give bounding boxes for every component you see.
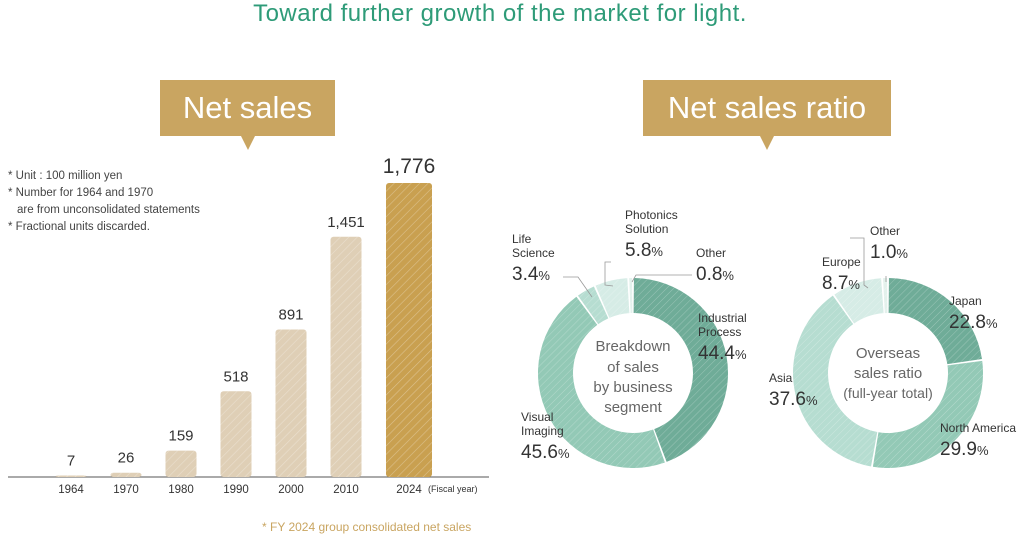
donut-slice-hatch (633, 278, 728, 462)
bar-hatch (165, 450, 197, 477)
bar-hatch (330, 236, 362, 477)
bar-value-label: 891 (278, 307, 303, 324)
business-segment-donut (538, 278, 728, 468)
note-line: * Fractional units discarded. (8, 221, 150, 233)
slice-label: Process (698, 325, 741, 339)
bar-value-label: 1,776 (383, 155, 436, 178)
slice-percent: 0.8% (696, 264, 734, 285)
slice-percent: 8.7% (822, 273, 860, 294)
donut-slice-hatch (538, 296, 665, 468)
unit-notes: * Unit : 100 million yen * Number for 19… (8, 168, 200, 236)
note-line: are from unconsolidated statements (17, 204, 200, 216)
footnote: * FY 2024 group consolidated net sales (262, 520, 472, 534)
center-line: Overseas (856, 345, 920, 362)
bar-value-label: 518 (223, 368, 248, 385)
slice-percent: 37.6% (769, 389, 818, 410)
slice-percent: 1.0% (870, 242, 908, 263)
note-line: * Unit : 100 million yen (8, 170, 123, 182)
bar-hatch (220, 391, 252, 477)
slice-label: Science (512, 246, 555, 260)
year-tick-label: 1990 (223, 484, 249, 496)
slice-label: Life (512, 232, 532, 246)
slice-label: North America (940, 421, 1016, 435)
center-line: of sales (607, 359, 659, 376)
center-line: segment (604, 399, 662, 416)
center-line: (full-year total) (843, 385, 932, 401)
fiscal-year-label: (Fiscal year) (428, 484, 478, 494)
donut-slice-hatch (793, 295, 878, 467)
slice-label: Solution (625, 222, 668, 236)
slice-label: Imaging (521, 424, 564, 438)
center-line: by business (593, 379, 672, 396)
slice-percent: 5.8% (625, 240, 663, 261)
slice-label: Asia (769, 371, 793, 385)
year-tick-label: 2010 (333, 484, 359, 496)
slice-percent: 45.6% (521, 442, 570, 463)
slice-percent: 3.4% (512, 264, 550, 285)
donut-slice-hatch (834, 278, 884, 324)
slice-label: Photonics (625, 208, 678, 222)
slice-label: Japan (949, 294, 982, 308)
donut-slice-hatch (577, 286, 609, 325)
slice-label: Industrial (698, 311, 747, 325)
year-tick-label: 1964 (58, 484, 84, 496)
bar-value-label: 7 (67, 453, 75, 470)
slice-label: Visual (521, 410, 553, 424)
slice-label: Other (696, 246, 726, 260)
leader-lines (563, 237, 887, 298)
year-tick-label: 1980 (168, 484, 194, 496)
bar-value-label: 159 (168, 428, 193, 445)
net-sales-badge: Net sales (160, 80, 335, 150)
bar-hatch (386, 183, 432, 477)
business-donut-center-text: Breakdown of sales by business segment (593, 338, 672, 416)
bar-value-label: 1,451 (327, 214, 365, 231)
slice-percent: 29.9% (940, 439, 989, 460)
headline: Toward further growth of the market for … (253, 0, 747, 27)
slice-percent: 22.8% (949, 312, 998, 333)
overseas-donut-center-text: Overseas sales ratio (full-year total) (843, 345, 932, 401)
year-tick-label: 1970 (113, 484, 139, 496)
donut-slice-hatch (872, 360, 983, 468)
slice-label: Europe (822, 255, 861, 269)
center-line: Breakdown (595, 338, 670, 355)
donut-slice-hatch (882, 278, 888, 314)
bar-value-label: 26 (118, 450, 135, 467)
year-tick-label: 2000 (278, 484, 304, 496)
note-line: * Number for 1964 and 1970 (8, 187, 154, 199)
bar-hatch (110, 472, 142, 477)
center-line: sales ratio (854, 365, 922, 382)
donut-slice-hatch (629, 278, 633, 314)
net-sales-ratio-badge: Net sales ratio (643, 80, 891, 150)
donut-slice-hatch (595, 278, 630, 318)
slice-percent: 44.4% (698, 343, 747, 364)
slice-label: Other (870, 224, 900, 238)
year-tick-label: 2024 (396, 484, 422, 496)
bar-hatch (55, 475, 87, 477)
donut-slice-hatch (888, 278, 982, 365)
overseas-sales-donut (793, 278, 983, 468)
bar-hatch (275, 329, 307, 477)
